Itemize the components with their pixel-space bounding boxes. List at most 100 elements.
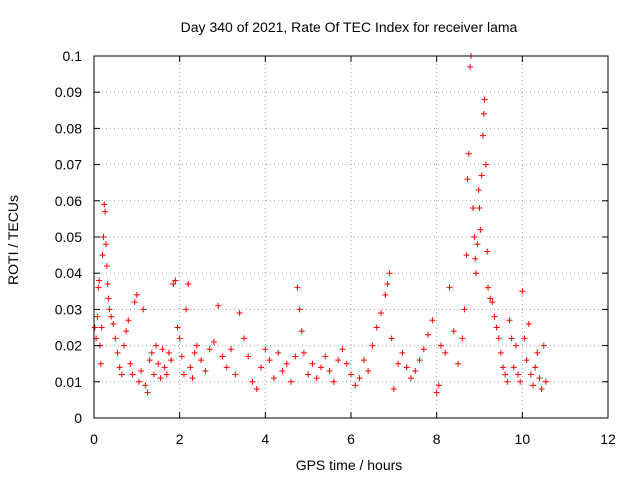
data-point xyxy=(471,234,478,240)
data-point xyxy=(253,386,260,393)
data-point xyxy=(500,364,507,371)
data-point xyxy=(348,371,354,378)
data-point xyxy=(479,132,486,139)
data-point xyxy=(163,371,170,378)
data-point xyxy=(223,364,230,371)
data-point xyxy=(191,349,198,356)
data-point xyxy=(146,357,153,364)
data-point xyxy=(270,375,277,382)
data-point xyxy=(193,342,200,349)
data-point xyxy=(437,342,444,349)
data-point xyxy=(377,310,384,317)
y-tick-label: 0.02 xyxy=(55,338,82,354)
data-point xyxy=(125,317,132,324)
data-point xyxy=(403,364,410,371)
data-point xyxy=(322,353,329,360)
y-tick-label: 0.09 xyxy=(55,84,82,100)
data-point xyxy=(495,335,502,342)
data-point xyxy=(330,378,337,385)
data-point xyxy=(467,63,474,70)
data-point xyxy=(183,306,190,313)
data-point xyxy=(487,295,494,302)
y-tick-label: 0.1 xyxy=(63,48,83,64)
data-point xyxy=(373,324,380,331)
data-point xyxy=(168,357,175,364)
data-point xyxy=(326,367,333,374)
data-point xyxy=(155,360,162,367)
data-point xyxy=(540,342,547,349)
data-point xyxy=(525,320,532,327)
x-tick-label: 8 xyxy=(433,431,441,447)
data-point xyxy=(534,349,541,356)
data-point xyxy=(240,335,247,342)
data-point xyxy=(91,324,98,331)
data-point xyxy=(446,284,453,291)
data-point xyxy=(542,378,549,385)
x-tick-label: 4 xyxy=(261,431,269,447)
data-point xyxy=(472,255,479,262)
data-point xyxy=(485,284,492,291)
data-point xyxy=(506,317,513,324)
data-point xyxy=(420,346,427,353)
data-point xyxy=(477,226,484,233)
data-point xyxy=(536,375,543,382)
data-point xyxy=(523,357,530,364)
data-point xyxy=(148,349,155,356)
data-point xyxy=(481,96,488,103)
data-point xyxy=(318,364,325,371)
data-point xyxy=(475,186,482,193)
data-point xyxy=(300,349,307,356)
data-point xyxy=(390,386,397,393)
data-point xyxy=(129,371,136,378)
data-point xyxy=(292,353,299,360)
y-axis-label: ROTI / TECUs xyxy=(5,195,21,285)
data-point xyxy=(112,335,119,342)
data-point xyxy=(120,342,127,349)
data-point xyxy=(236,310,243,317)
data-point xyxy=(140,306,147,313)
data-point xyxy=(144,389,151,396)
data-point xyxy=(215,302,222,309)
data-point xyxy=(474,241,481,248)
data-point xyxy=(170,281,177,288)
data-point xyxy=(425,331,432,338)
data-point xyxy=(470,205,477,212)
data-point xyxy=(189,375,196,382)
data-point xyxy=(508,335,515,342)
data-point xyxy=(489,299,496,306)
data-point xyxy=(210,338,217,345)
data-point xyxy=(463,252,470,259)
data-point xyxy=(455,360,462,367)
x-tick-label: 12 xyxy=(600,431,616,447)
data-point xyxy=(388,335,395,342)
data-point xyxy=(407,375,414,382)
data-point xyxy=(106,306,113,313)
y-tick-label: 0.03 xyxy=(55,301,82,317)
data-point xyxy=(298,328,305,335)
chart-title: Day 340 of 2021, Rate Of TEC Index for r… xyxy=(181,19,518,35)
data-point xyxy=(530,382,537,389)
data-point xyxy=(178,353,185,360)
data-point xyxy=(510,364,517,371)
data-point xyxy=(161,364,168,371)
data-point xyxy=(96,277,103,284)
data-point xyxy=(180,371,187,378)
data-point xyxy=(517,378,524,385)
data-point xyxy=(116,364,123,371)
data-point xyxy=(228,346,235,353)
data-point xyxy=(100,234,107,240)
data-point xyxy=(459,335,466,342)
data-point xyxy=(103,262,110,269)
data-point xyxy=(527,371,534,378)
data-point xyxy=(515,371,522,378)
data-point xyxy=(105,295,112,302)
data-point xyxy=(157,375,164,382)
data-point xyxy=(538,386,545,393)
y-tick-label: 0.07 xyxy=(55,157,82,173)
data-point xyxy=(360,357,367,364)
data-point xyxy=(491,313,498,320)
x-tick-label: 2 xyxy=(176,431,184,447)
data-point xyxy=(313,375,320,382)
data-point xyxy=(202,367,209,374)
